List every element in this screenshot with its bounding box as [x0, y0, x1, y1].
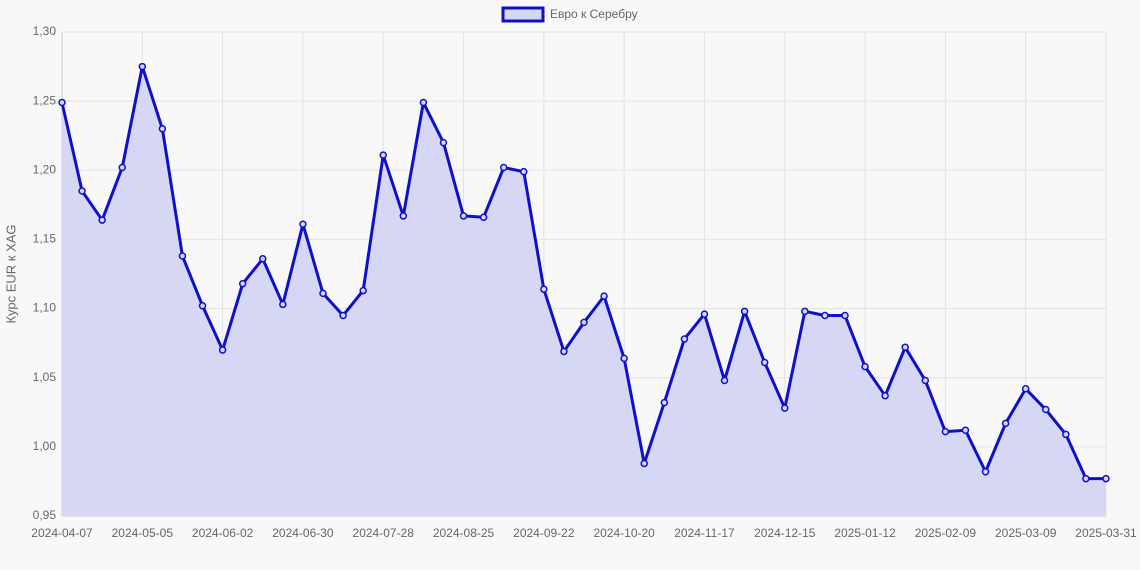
- y-tick-label: 1,15: [33, 232, 57, 246]
- marker: [901, 343, 909, 352]
- marker: [439, 138, 448, 147]
- marker: [801, 307, 809, 316]
- marker: [178, 252, 187, 260]
- marker: [419, 98, 428, 107]
- marker: [861, 362, 869, 371]
- marker: [660, 398, 669, 407]
- marker: [781, 404, 789, 412]
- marker: [760, 358, 769, 367]
- marker: [1042, 405, 1050, 414]
- marker: [981, 467, 990, 476]
- x-tick-label: 2025-01-12: [834, 526, 896, 540]
- x-tick-label: 2024-11-17: [674, 526, 735, 540]
- marker: [1082, 474, 1090, 483]
- area: [62, 66, 1106, 517]
- marker: [1062, 430, 1070, 439]
- y-tick-label: 1,25: [33, 93, 57, 107]
- marker: [560, 347, 568, 356]
- marker: [580, 318, 588, 327]
- marker: [841, 311, 849, 320]
- x-tick-label: 2024-08-25: [433, 526, 495, 540]
- marker: [339, 311, 347, 320]
- y-tick-label: 1,00: [33, 439, 57, 453]
- x-tick-label: 2024-09-22: [513, 526, 575, 540]
- marker: [1001, 419, 1010, 428]
- marker: [98, 216, 106, 224]
- y-tick-label: 1,05: [33, 370, 57, 384]
- marker: [941, 427, 950, 436]
- marker: [881, 391, 889, 400]
- marker: [640, 459, 648, 468]
- y-tick-label: 1,30: [33, 24, 57, 38]
- marker: [459, 212, 468, 220]
- marker: [499, 163, 508, 172]
- marker: [821, 311, 829, 320]
- marker: [961, 426, 970, 435]
- marker: [680, 335, 689, 343]
- legend-swatch: [501, 6, 545, 23]
- y-axis-label: Курс EUR к XAG: [3, 224, 18, 323]
- marker: [259, 255, 267, 263]
- x-tick-label: 2024-05-05: [112, 526, 174, 540]
- x-tick-label: 2024-04-07: [31, 526, 93, 540]
- marker: [78, 187, 86, 195]
- marker: [700, 310, 709, 318]
- marker: [620, 354, 628, 363]
- x-tick-label: 2024-06-02: [192, 526, 254, 540]
- x-tick-label: 2025-03-09: [995, 526, 1057, 540]
- marker: [1021, 385, 1030, 393]
- marker: [218, 346, 227, 354]
- marker: [198, 302, 207, 310]
- marker: [379, 151, 387, 159]
- marker: [118, 163, 126, 172]
- y-tick-label: 1,20: [33, 162, 57, 176]
- x-tick-label: 2025-02-09: [915, 526, 977, 540]
- marker: [299, 220, 307, 228]
- marker: [720, 376, 729, 385]
- x-tick-label: 2025-03-31: [1075, 526, 1137, 540]
- y-tick-label: 1,10: [33, 301, 57, 315]
- marker: [238, 279, 247, 288]
- marker: [600, 292, 608, 300]
- x-tick-label: 2024-10-20: [593, 526, 655, 540]
- marker: [279, 300, 287, 309]
- marker: [359, 286, 367, 295]
- y-tick-label: 0,95: [33, 508, 57, 522]
- marker: [158, 125, 167, 133]
- marker: [1102, 474, 1110, 483]
- marker: [740, 307, 749, 316]
- marker: [138, 62, 147, 71]
- x-tick-label: 2024-12-15: [754, 526, 816, 540]
- marker: [58, 98, 66, 107]
- marker: [921, 376, 930, 385]
- marker: [319, 289, 327, 298]
- marker: [399, 212, 408, 220]
- marker: [479, 213, 488, 222]
- marker: [540, 285, 548, 293]
- legend-label: Евро к Серебру: [550, 7, 638, 21]
- x-tick-label: 2024-06-30: [272, 526, 334, 540]
- marker: [520, 167, 528, 176]
- x-tick-label: 2024-07-28: [353, 526, 415, 540]
